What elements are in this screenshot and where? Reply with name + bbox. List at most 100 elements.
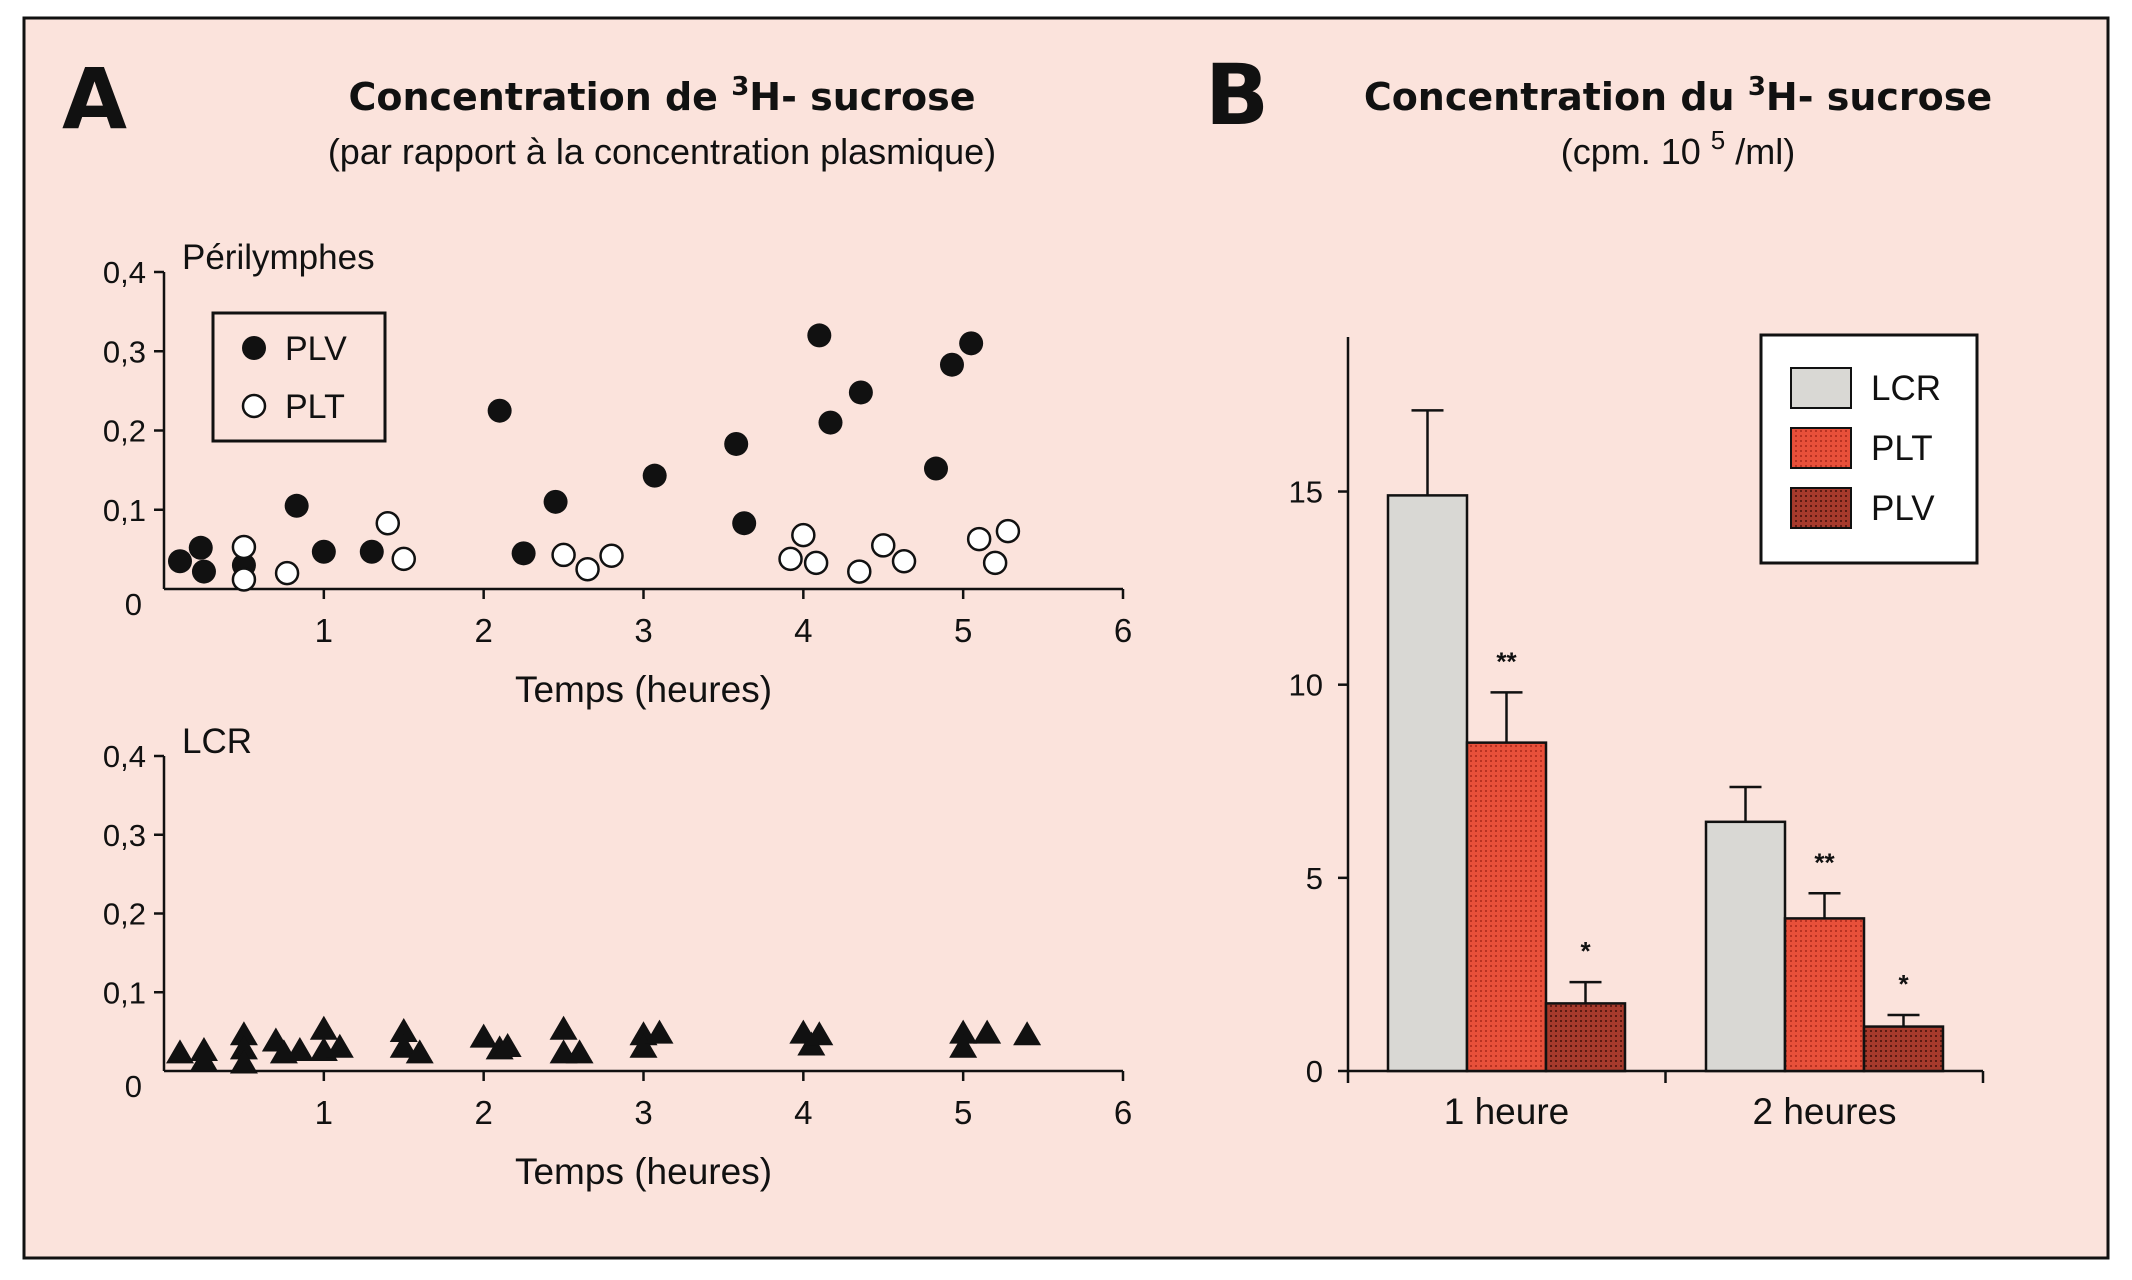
plv-point xyxy=(511,541,536,566)
lcr-point xyxy=(229,1049,258,1074)
significance-label: ** xyxy=(1814,847,1835,877)
plv-point xyxy=(939,352,964,377)
panel-a-subtitle: (par rapport à la concentration plasmiqu… xyxy=(328,131,996,172)
significance-label: * xyxy=(1580,936,1591,966)
plv-bar xyxy=(1544,1002,1627,1073)
plv-point xyxy=(191,559,216,584)
plt-point xyxy=(891,549,917,574)
x-tick-label: 4 xyxy=(794,612,812,649)
plt-point xyxy=(847,559,872,584)
plv-point xyxy=(284,493,309,518)
plt-point xyxy=(995,518,1021,544)
y-tick-label: 5 xyxy=(1306,861,1323,896)
lcr-point xyxy=(389,1033,418,1058)
plv-point xyxy=(167,549,192,574)
plv-point xyxy=(724,431,749,456)
plv-point xyxy=(311,539,336,564)
bar-legend: LCR PLT PLV xyxy=(1759,333,1979,565)
panel-b-title: Concentration du 3H- sucrose xyxy=(1364,72,1992,119)
plt-point xyxy=(966,526,992,552)
lcr-point xyxy=(493,1033,522,1058)
lcr-point xyxy=(405,1039,434,1064)
plv-point xyxy=(732,511,757,536)
legend-plt-label: PLT xyxy=(1871,429,1933,468)
panel-b-letter: B xyxy=(1205,46,1269,144)
legend-plt-marker xyxy=(241,393,267,419)
lcr-point xyxy=(645,1019,674,1044)
x-tick-label: 2 xyxy=(474,1094,492,1131)
y-tick-label: 0,2 xyxy=(103,897,146,932)
chart-title: Périlymphes xyxy=(182,238,375,277)
y-tick-label: 0 xyxy=(125,587,142,622)
plt-point xyxy=(791,522,816,548)
x-tick-label: 1 xyxy=(315,1094,333,1131)
plt-point xyxy=(871,533,896,558)
plv-point xyxy=(959,331,984,356)
y-tick-label: 0,4 xyxy=(103,255,146,290)
x-axis-title: Temps (heures) xyxy=(515,669,772,710)
panel-b-subtitle: (cpm. 10 5 /ml) xyxy=(1561,125,1796,172)
lcr-bar xyxy=(1704,820,1787,1073)
y-tick-label: 10 xyxy=(1289,668,1323,703)
legend-box xyxy=(211,311,387,443)
legend-plt-swatch xyxy=(1790,427,1852,469)
plt-point xyxy=(575,556,600,582)
plt-point xyxy=(375,510,401,536)
plv-point xyxy=(818,410,843,435)
plt-point xyxy=(551,542,576,568)
x-tick-label: 3 xyxy=(634,1094,652,1131)
plv-bar xyxy=(1862,1025,1945,1073)
x-tick-label: 4 xyxy=(794,1094,812,1131)
plv-point xyxy=(923,456,948,481)
lcr-point xyxy=(973,1019,1002,1044)
x-tick-label: 5 xyxy=(954,612,972,649)
significance-label: ** xyxy=(1496,646,1517,676)
plv-point xyxy=(359,539,384,564)
x-tick-label: 1 xyxy=(315,612,333,649)
plv-point xyxy=(188,535,213,560)
lcr-point xyxy=(805,1021,834,1046)
lcr-bar xyxy=(1386,494,1469,1073)
x-tick-label: 5 xyxy=(954,1094,972,1131)
y-tick-label: 15 xyxy=(1289,475,1323,510)
legend-lcr-label: LCR xyxy=(1871,369,1941,408)
plt-point xyxy=(803,550,829,576)
x-tick-label: 3 xyxy=(634,612,652,649)
lcr-point xyxy=(285,1036,314,1061)
scatter-legend: PLV PLT xyxy=(211,311,387,443)
significance-label: * xyxy=(1898,969,1909,999)
plt-point xyxy=(231,567,257,592)
lcr-point xyxy=(949,1033,978,1058)
plv-point xyxy=(543,489,568,514)
lcr-point xyxy=(165,1039,194,1064)
panel-a-letter: A xyxy=(62,50,127,148)
lcr-point xyxy=(229,1021,258,1046)
legend-lcr-swatch xyxy=(1790,367,1852,409)
lcr-point xyxy=(549,1015,578,1040)
x-tick-label: 2 xyxy=(474,612,492,649)
y-tick-label: 0,2 xyxy=(103,414,146,449)
x-axis-title: Temps (heures) xyxy=(515,1151,772,1192)
legend-plv-marker xyxy=(242,336,266,360)
x-tick-label: 6 xyxy=(1114,612,1132,649)
lcr-point xyxy=(469,1023,498,1048)
lcr-point xyxy=(1013,1021,1042,1046)
x-tick-label: 6 xyxy=(1114,1094,1132,1131)
lcr-point xyxy=(229,1035,258,1060)
y-tick-label: 0,3 xyxy=(103,334,146,369)
y-tick-label: 0,1 xyxy=(103,493,146,528)
plv-point xyxy=(642,463,667,488)
y-tick-label: 0 xyxy=(1306,1054,1323,1089)
plt-point xyxy=(778,546,803,572)
plv-point xyxy=(848,380,873,405)
plt-bar xyxy=(1783,917,1866,1073)
perilymph-scatter-chart: 0 0,1 0,2 0,3 0,4 1 2 3 4 5 6 Temps (heures) Périlym… xyxy=(103,238,1132,710)
y-tick-label: 0,4 xyxy=(103,739,146,774)
plt-point xyxy=(274,560,300,586)
category-label: 2 heures xyxy=(1753,1091,1897,1132)
plv-point xyxy=(487,398,512,423)
y-tick-label: 0,1 xyxy=(103,975,146,1010)
y-tick-label: 0,3 xyxy=(103,818,146,853)
